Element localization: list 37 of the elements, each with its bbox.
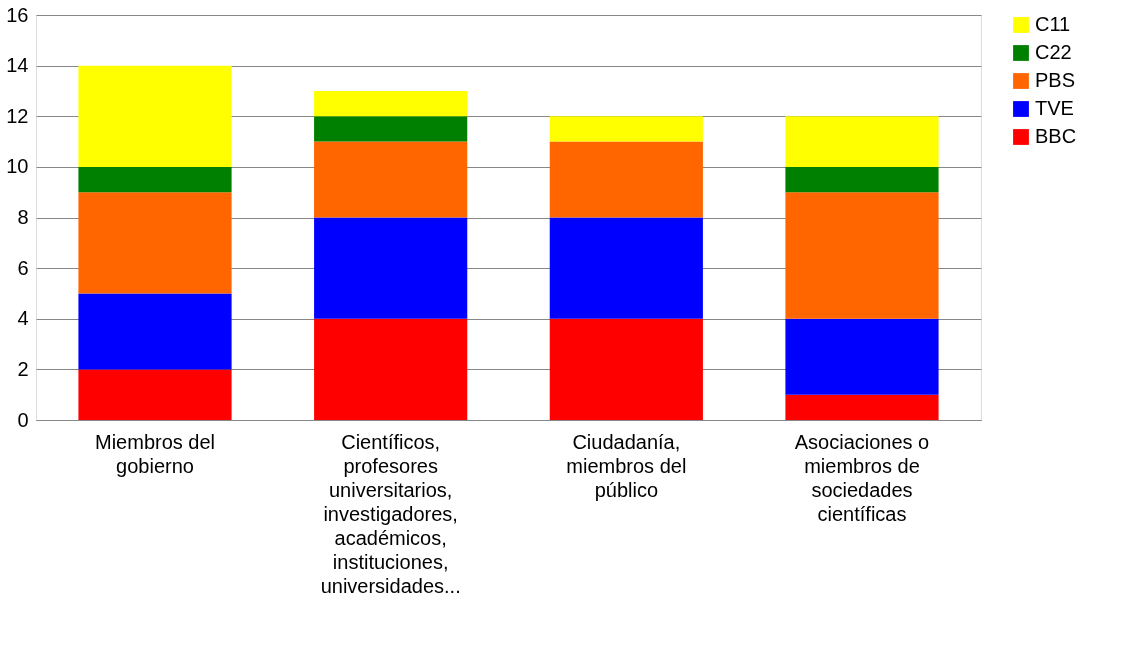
bar xyxy=(78,166,232,193)
bar xyxy=(549,318,703,420)
y-tick-label: 14 xyxy=(6,54,29,77)
legend-label: C22 xyxy=(1035,41,1072,63)
y-tick-label: 16 xyxy=(6,3,29,26)
bar xyxy=(549,141,703,218)
bar xyxy=(314,217,468,319)
x-tick-label: Ciudadanía, miembros del público xyxy=(566,430,687,501)
y-tick-label: 4 xyxy=(17,307,29,330)
bar xyxy=(314,318,468,420)
bar xyxy=(78,369,232,420)
legend-label: PBS xyxy=(1035,69,1076,91)
bar xyxy=(785,116,939,167)
legend-label: TVE xyxy=(1035,97,1074,119)
bar xyxy=(314,141,468,218)
bar xyxy=(785,192,939,319)
y-tick-label: 8 xyxy=(17,206,29,228)
bar xyxy=(78,293,232,370)
y-tick-label: 2 xyxy=(17,357,29,380)
bar xyxy=(785,394,939,420)
bar xyxy=(314,90,468,117)
bar xyxy=(785,318,939,395)
bar xyxy=(549,217,703,319)
bar xyxy=(785,166,939,193)
bar xyxy=(549,116,703,142)
legend-label: C11 xyxy=(1035,13,1071,35)
x-tick-label: Miembros del gobierno xyxy=(94,430,216,477)
x-tick-label: Científicos, profesores universitarios, investigadores, académicos, instituciones, universidades... xyxy=(320,430,461,597)
y-tick-label: 0 xyxy=(17,408,29,431)
bar xyxy=(78,192,232,294)
y-tick-label: 12 xyxy=(6,104,29,127)
y-tick-label: 6 xyxy=(17,256,29,279)
x-tick-label: Asociaciones o miembros de sociedades científicas xyxy=(794,430,930,525)
bar xyxy=(78,65,232,167)
legend-label: BBC xyxy=(1035,125,1077,147)
bar xyxy=(314,116,468,142)
y-tick-label: 10 xyxy=(6,155,29,178)
